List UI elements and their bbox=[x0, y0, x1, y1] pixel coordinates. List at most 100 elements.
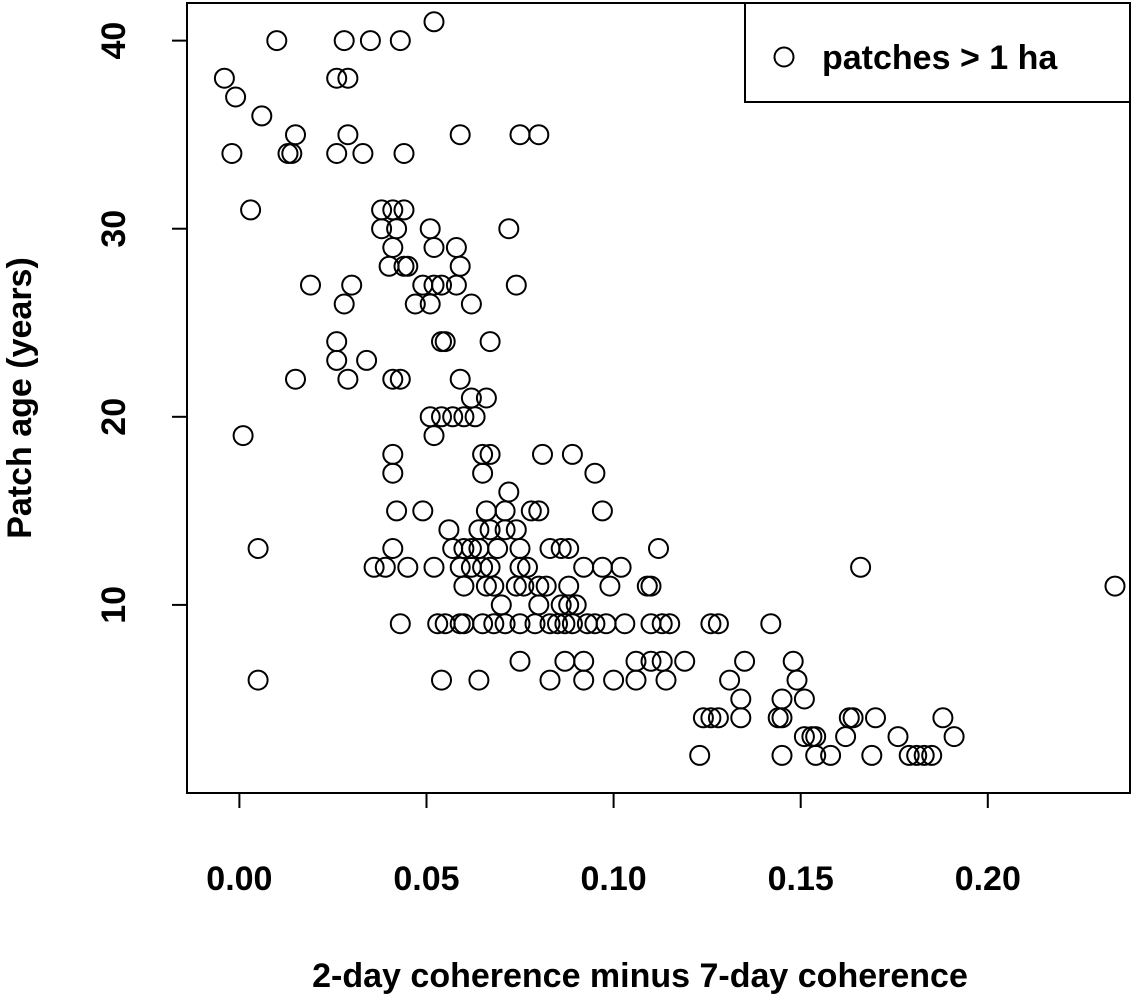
data-point bbox=[730, 707, 752, 729]
data-point bbox=[651, 613, 673, 635]
data-point bbox=[472, 613, 494, 635]
data-point bbox=[475, 387, 497, 409]
data-point bbox=[341, 274, 363, 296]
data-point bbox=[232, 425, 254, 447]
data-point bbox=[561, 613, 583, 635]
data-point bbox=[610, 556, 632, 578]
data-point bbox=[449, 556, 471, 578]
data-point bbox=[453, 575, 475, 597]
data-point bbox=[528, 124, 550, 146]
data-point bbox=[786, 669, 808, 691]
data-point bbox=[651, 650, 673, 672]
x-tick-label: 0.05 bbox=[393, 860, 459, 898]
data-point bbox=[356, 349, 378, 371]
data-point bbox=[509, 650, 531, 672]
data-point bbox=[539, 538, 561, 559]
data-point bbox=[427, 613, 449, 635]
data-point bbox=[460, 556, 482, 578]
data-point bbox=[591, 500, 613, 522]
data-point bbox=[285, 368, 306, 390]
legend-marker-open-circle bbox=[773, 46, 795, 68]
data-point bbox=[472, 462, 494, 484]
data-point bbox=[509, 124, 531, 146]
data-point bbox=[887, 726, 909, 748]
data-point bbox=[326, 143, 348, 164]
data-point bbox=[382, 538, 404, 559]
data-point bbox=[689, 744, 711, 766]
data-point bbox=[412, 274, 434, 296]
y-tick-label: 20 bbox=[95, 398, 133, 436]
data-point bbox=[528, 594, 550, 616]
data-point bbox=[468, 519, 490, 541]
data-point bbox=[539, 669, 561, 691]
data-point bbox=[539, 613, 561, 635]
data-point bbox=[300, 274, 321, 296]
data-point bbox=[378, 255, 400, 277]
data-point bbox=[554, 613, 576, 635]
data-point bbox=[483, 613, 505, 635]
data-point bbox=[460, 293, 482, 315]
data-point bbox=[850, 556, 872, 578]
data-point bbox=[820, 744, 842, 766]
data-point bbox=[524, 613, 546, 635]
data-point bbox=[333, 293, 355, 315]
data-point bbox=[460, 387, 482, 409]
data-point bbox=[700, 707, 722, 729]
data-point bbox=[431, 406, 452, 428]
data-point bbox=[771, 707, 793, 729]
data-point bbox=[453, 406, 475, 428]
data-point bbox=[584, 462, 606, 484]
y-axis: 10 20 30 40 bbox=[95, 22, 188, 624]
data-point bbox=[561, 443, 583, 465]
data-point bbox=[326, 67, 348, 89]
data-point bbox=[943, 726, 965, 748]
data-point bbox=[842, 707, 864, 729]
data-point bbox=[419, 218, 441, 240]
data-point bbox=[445, 237, 467, 258]
data-point bbox=[595, 613, 617, 635]
data-point bbox=[449, 255, 471, 277]
data-point bbox=[371, 199, 393, 221]
legend: patches > 1 ha bbox=[744, 2, 1131, 103]
data-point bbox=[442, 406, 464, 428]
data-point bbox=[483, 575, 505, 597]
data-point bbox=[513, 575, 535, 597]
data-point bbox=[382, 237, 404, 258]
data-point bbox=[734, 650, 756, 672]
data-point bbox=[625, 650, 647, 672]
data-point bbox=[475, 575, 497, 597]
data-point bbox=[692, 707, 714, 729]
x-tick-label: 0.00 bbox=[206, 860, 272, 898]
data-point bbox=[554, 650, 576, 672]
data-point bbox=[865, 707, 886, 729]
data-point bbox=[648, 538, 669, 559]
data-point bbox=[494, 519, 516, 541]
x-tick-label: 0.20 bbox=[955, 860, 1021, 898]
data-point bbox=[449, 124, 471, 146]
data-point bbox=[393, 143, 415, 164]
data-point bbox=[730, 688, 752, 710]
data-point bbox=[805, 744, 827, 766]
y-tick-label: 30 bbox=[95, 210, 133, 248]
data-point bbox=[535, 575, 557, 597]
data-point bbox=[591, 556, 613, 578]
data-point bbox=[412, 500, 434, 522]
data-point bbox=[640, 613, 662, 635]
data-point bbox=[498, 481, 520, 503]
data-point bbox=[397, 255, 419, 277]
data-point bbox=[494, 500, 516, 522]
data-point bbox=[584, 613, 606, 635]
data-point bbox=[520, 500, 542, 522]
data-point bbox=[479, 443, 501, 465]
data-point bbox=[771, 688, 793, 710]
data-point bbox=[490, 594, 512, 616]
data-point bbox=[760, 613, 782, 635]
data-point bbox=[528, 500, 550, 522]
data-point bbox=[397, 556, 419, 578]
data-point bbox=[337, 368, 359, 390]
y-tick-label: 40 bbox=[95, 22, 133, 60]
data-point bbox=[382, 462, 404, 484]
data-point bbox=[431, 669, 452, 691]
data-point bbox=[419, 406, 441, 428]
